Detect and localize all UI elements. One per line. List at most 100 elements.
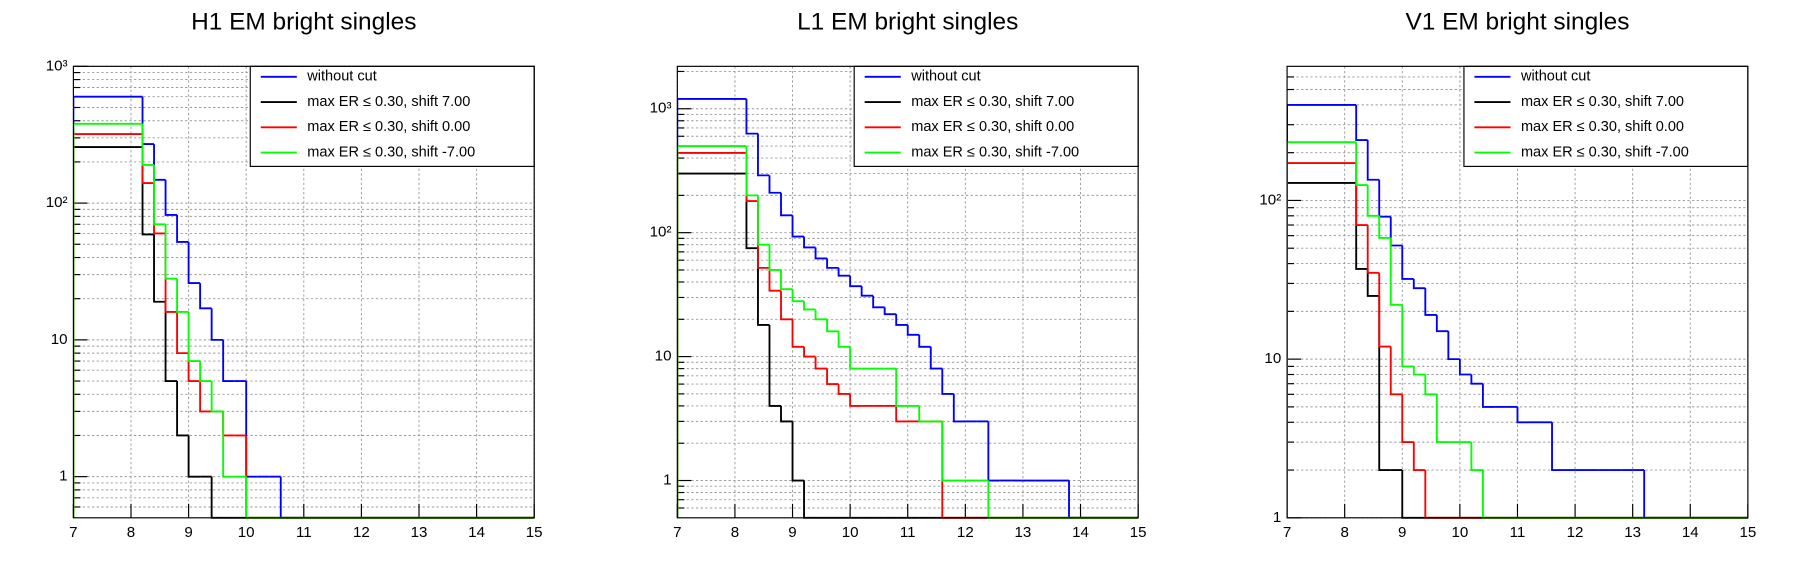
histogram-step xyxy=(245,381,258,478)
x-tick-label: 15 xyxy=(1130,524,1147,541)
x-tick-label: 7 xyxy=(69,524,77,541)
histogram-step xyxy=(1287,103,1357,518)
chart-title: L1 EM bright singles xyxy=(797,9,1018,36)
x-tick-label: 10 xyxy=(238,524,255,541)
histogram-step xyxy=(176,214,189,243)
y-tick-label: 10 xyxy=(51,331,68,348)
histogram-step xyxy=(814,356,828,370)
panel: H1 EM bright singles 7 8 9 10 11 12 13 14 15 1 10 10… xyxy=(46,9,543,541)
histogram-step xyxy=(1447,331,1460,361)
legend-label: max ER ≤ 0.30, shift -7.00 xyxy=(307,144,475,160)
histogram-step xyxy=(1470,442,1483,471)
x-tick-label: 8 xyxy=(127,524,135,541)
histogram-step xyxy=(153,234,166,303)
legend-label: max ER ≤ 0.30, shift 7.00 xyxy=(1521,94,1684,110)
y-tick-label: 1 xyxy=(59,468,67,485)
y-tick-label: 10² xyxy=(1259,191,1281,208)
legend-label: max ER ≤ 0.30, shift 0.00 xyxy=(307,119,470,135)
histogram-step xyxy=(73,146,143,518)
x-tick-label: 15 xyxy=(1739,524,1756,541)
histogram-step xyxy=(849,275,862,288)
histogram-step xyxy=(780,192,793,217)
histogram-step xyxy=(791,319,805,348)
histogram-step xyxy=(941,421,954,519)
histogram-step xyxy=(826,368,839,386)
histogram-step xyxy=(745,98,758,135)
histogram-step xyxy=(1378,215,1391,239)
histogram-step xyxy=(814,309,828,321)
histogram-step xyxy=(1401,304,1414,368)
legend: without cut max ER ≤ 0.30, shift 7.00 max … xyxy=(853,65,1139,167)
histogram-step xyxy=(803,236,816,249)
histogram-step xyxy=(883,307,897,316)
panel: V1 EM bright singles 7 8 9 10 11 12 13 14 15 1 10 10… xyxy=(1259,9,1756,541)
x-tick-label: 9 xyxy=(788,524,796,541)
histogram-step xyxy=(210,381,224,413)
histogram-step xyxy=(1412,442,1426,471)
histogram-step xyxy=(918,405,931,423)
histogram-step xyxy=(780,405,793,423)
histogram-step xyxy=(780,269,793,291)
histogram-step xyxy=(73,95,143,518)
legend-label: max ER ≤ 0.30, shift 0.00 xyxy=(1521,119,1684,135)
histogram-step xyxy=(1366,268,1380,297)
x-tick-label: 8 xyxy=(731,524,739,541)
histogram-step xyxy=(187,241,201,285)
histogram-step xyxy=(1366,225,1380,274)
x-tick-label: 14 xyxy=(1072,524,1089,541)
histogram-step xyxy=(1389,346,1403,396)
histogram-step xyxy=(849,393,862,407)
histogram-step xyxy=(780,290,793,321)
x-tick-label: 11 xyxy=(900,524,916,541)
histogram-step xyxy=(791,289,805,303)
histogram-step xyxy=(187,353,201,382)
histogram-step xyxy=(837,384,851,395)
legend-box xyxy=(853,65,1139,167)
histogram-step xyxy=(677,172,747,518)
histogram-step xyxy=(164,179,178,216)
legend-label: max ER ≤ 0.30, shift -7.00 xyxy=(911,144,1079,160)
histogram-step xyxy=(791,421,805,482)
histogram-step xyxy=(1389,216,1403,247)
y-tick-label: 10² xyxy=(650,224,672,241)
histogram-step xyxy=(153,164,166,226)
x-tick-label: 8 xyxy=(1340,524,1348,541)
histogram-step xyxy=(1424,374,1437,396)
plot-frame xyxy=(1286,65,1749,519)
chart-title: V1 EM bright singles xyxy=(1405,9,1629,36)
histogram-step xyxy=(895,314,908,326)
histogram-step xyxy=(826,258,839,269)
histogram-step xyxy=(757,133,770,177)
histogram-step xyxy=(73,133,143,518)
histogram-step xyxy=(860,286,874,297)
histogram-step xyxy=(1287,181,1357,518)
histogram-step xyxy=(222,411,235,437)
histogram-step xyxy=(1287,162,1357,518)
x-tick-label: 10 xyxy=(842,524,859,541)
x-tick-label: 9 xyxy=(1398,524,1406,541)
histogram-step xyxy=(176,278,189,313)
y-tick-label: 10 xyxy=(655,348,672,365)
histogram-step xyxy=(187,311,201,362)
x-tick-label: 11 xyxy=(1510,524,1526,541)
histogram-step xyxy=(199,381,212,413)
histogram-step xyxy=(791,215,805,238)
histogram-step xyxy=(677,98,747,518)
histogram-step xyxy=(1401,470,1414,519)
histogram-step xyxy=(814,247,828,260)
legend-label: max ER ≤ 0.30, shift 7.00 xyxy=(911,94,1074,110)
legend-label: without cut xyxy=(910,69,980,85)
histogram-step xyxy=(677,152,747,518)
histogram-step xyxy=(187,435,201,478)
histogram-step xyxy=(826,319,839,333)
histogram-step xyxy=(164,224,178,280)
histogram-step xyxy=(849,346,862,370)
histogram-step xyxy=(153,183,166,235)
histogram-step xyxy=(803,301,816,311)
x-tick-label: 14 xyxy=(1682,524,1699,541)
histogram-step xyxy=(1401,245,1414,280)
x-tick-label: 7 xyxy=(673,524,681,541)
histogram-step xyxy=(279,476,293,519)
